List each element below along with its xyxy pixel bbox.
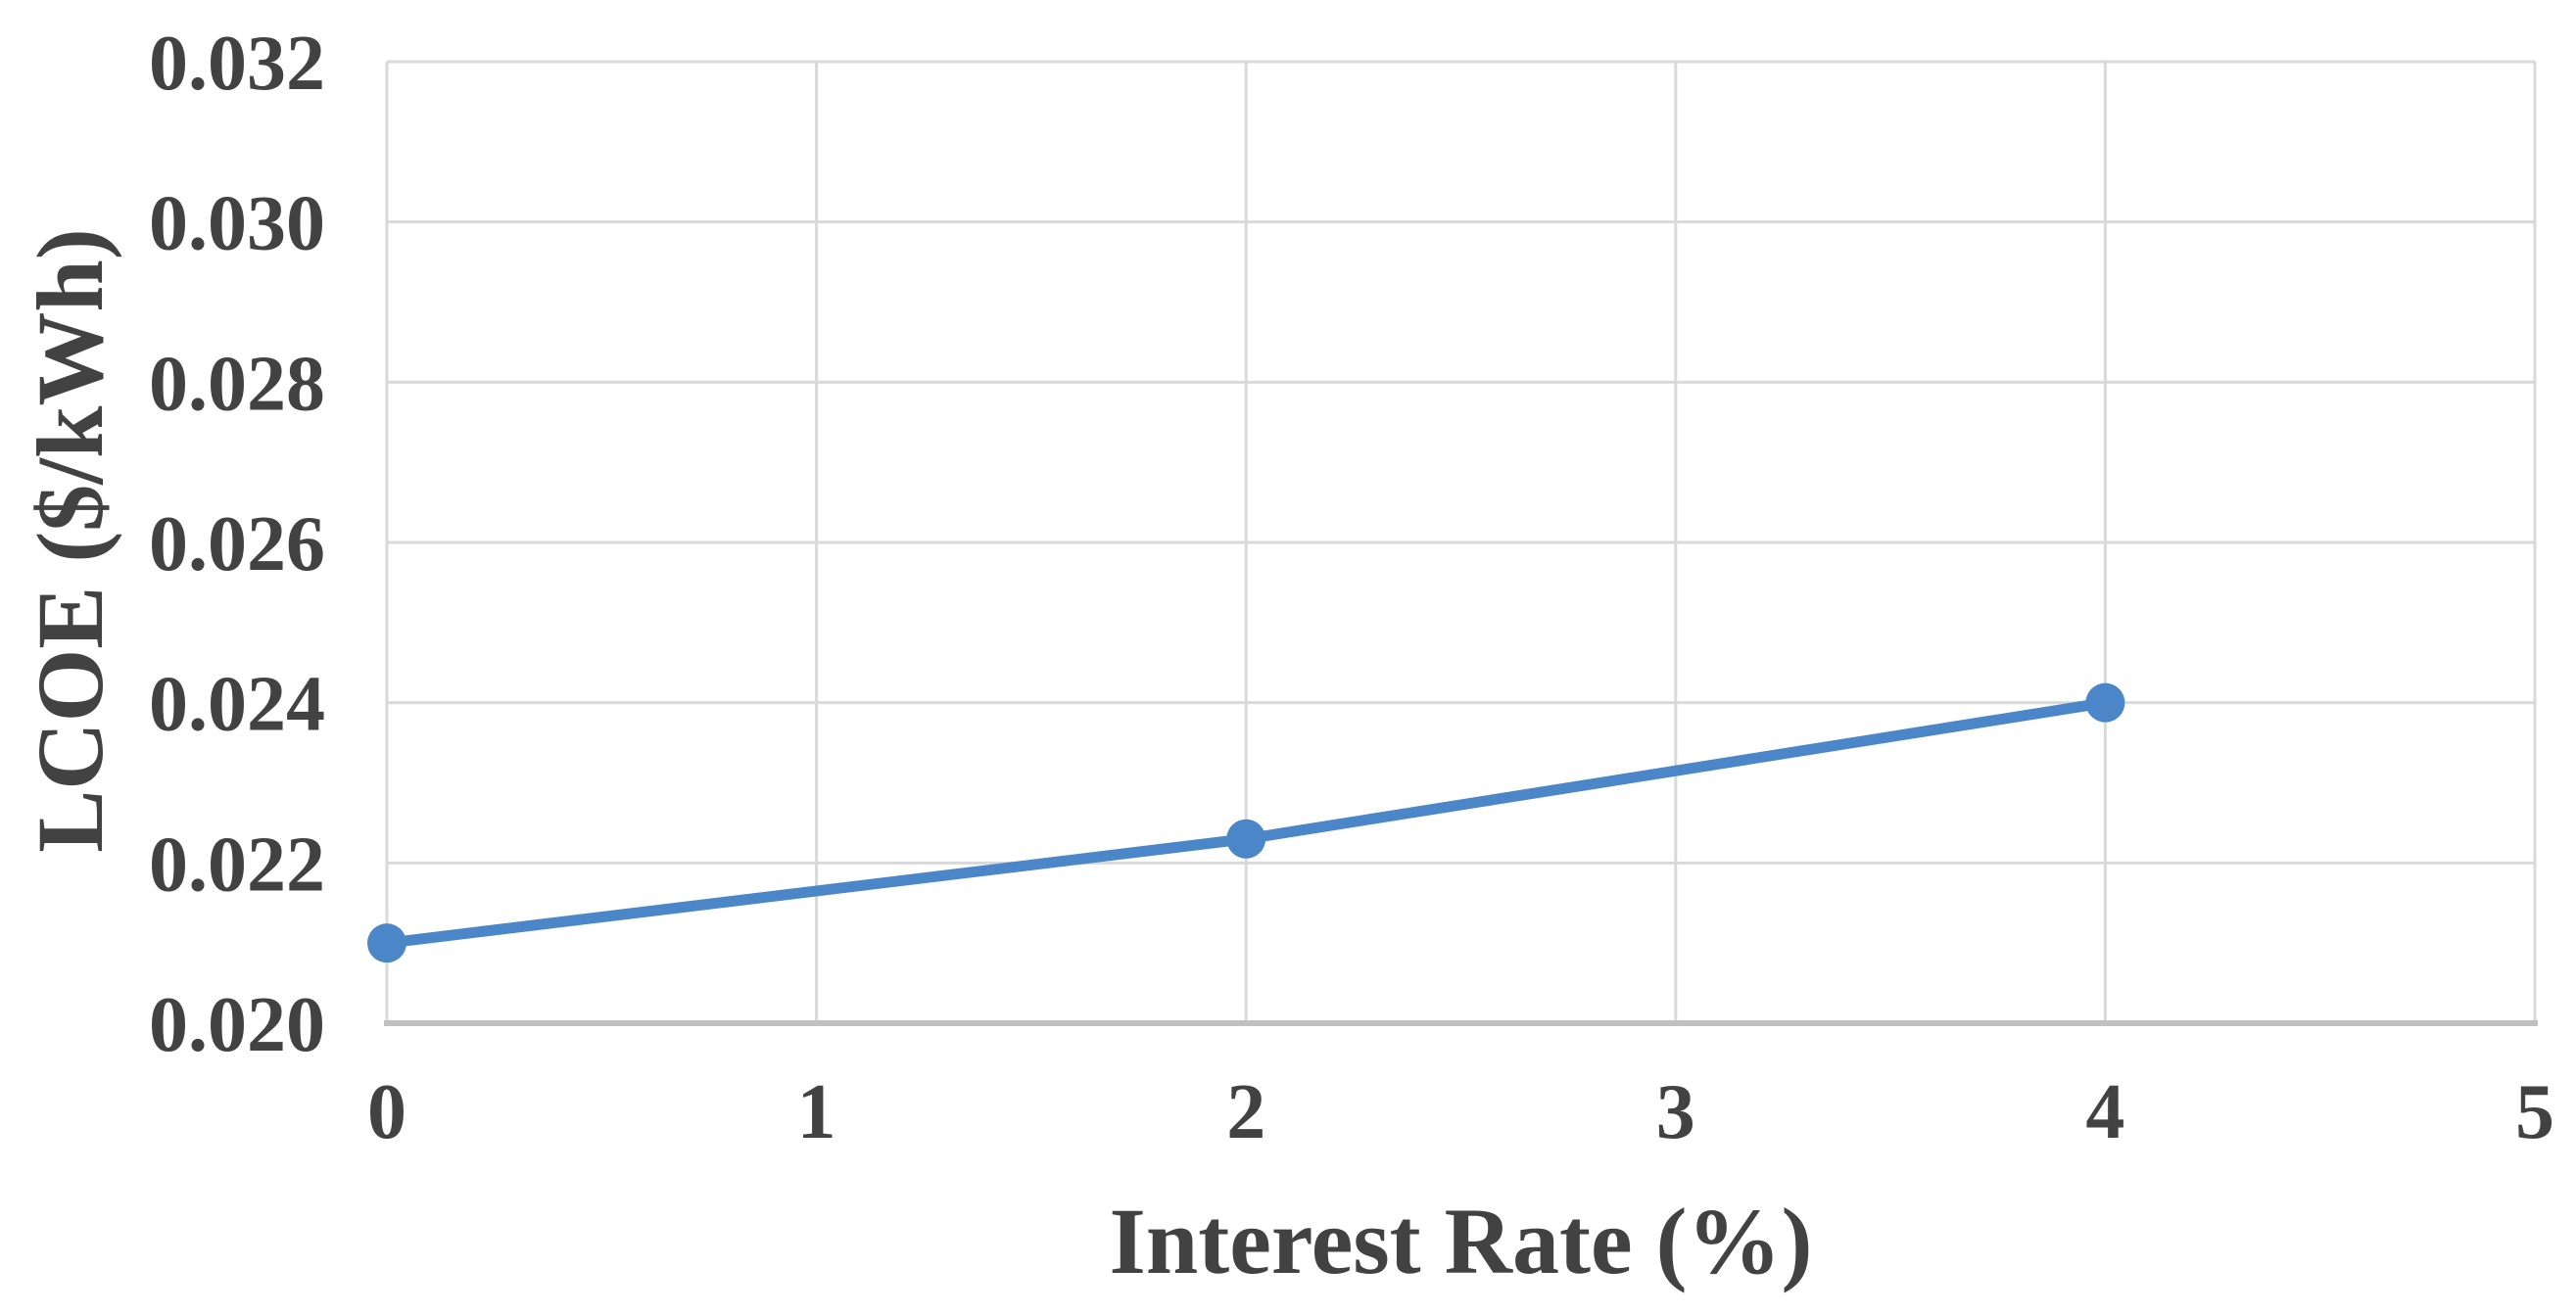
x-tick-label: 5 [2515, 1069, 2554, 1155]
x-axis-title: Interest Rate (%) [1109, 1189, 1813, 1293]
y-tick-label: 0.022 [149, 821, 325, 908]
y-tick-label: 0.032 [149, 21, 325, 107]
data-point-marker [1226, 819, 1266, 859]
y-tick-label: 0.026 [149, 501, 325, 587]
y-tick-label: 0.024 [149, 662, 325, 748]
y-axis-title: LCOE ($/kWh) [18, 228, 122, 853]
x-tick-label: 3 [1656, 1069, 1695, 1155]
x-tick-label: 2 [1226, 1069, 1265, 1155]
data-point-marker [2085, 682, 2125, 723]
y-tick-label: 0.030 [149, 181, 325, 267]
x-tick-label: 1 [797, 1069, 836, 1155]
data-point-marker [367, 923, 406, 963]
y-tick-label: 0.028 [149, 341, 325, 427]
x-tick-label: 0 [367, 1069, 406, 1155]
y-tick-label: 0.020 [149, 982, 325, 1068]
x-tick-label: 4 [2085, 1069, 2124, 1155]
